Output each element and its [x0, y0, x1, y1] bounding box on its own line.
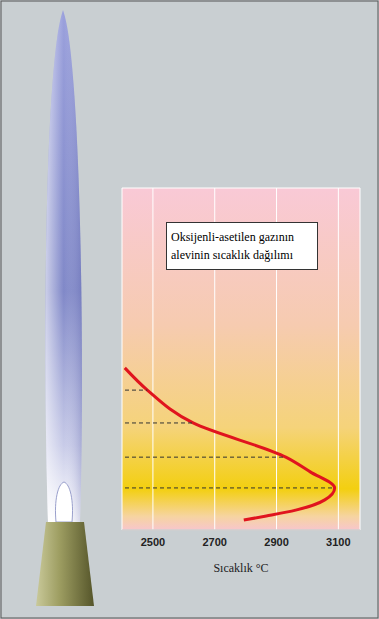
svg-text:3100: 3100	[326, 536, 350, 548]
html-text:Oksijenli-asetilen gazının ale: Oksijenli-asetilen gazının alevinin sıca…	[171, 230, 294, 262]
svg-text:2700: 2700	[202, 536, 226, 548]
svg-text:2500: 2500	[141, 536, 165, 548]
svg-text:2900: 2900	[264, 536, 288, 548]
svg-text:Sıcaklık °C: Sıcaklık °C	[213, 561, 268, 575]
